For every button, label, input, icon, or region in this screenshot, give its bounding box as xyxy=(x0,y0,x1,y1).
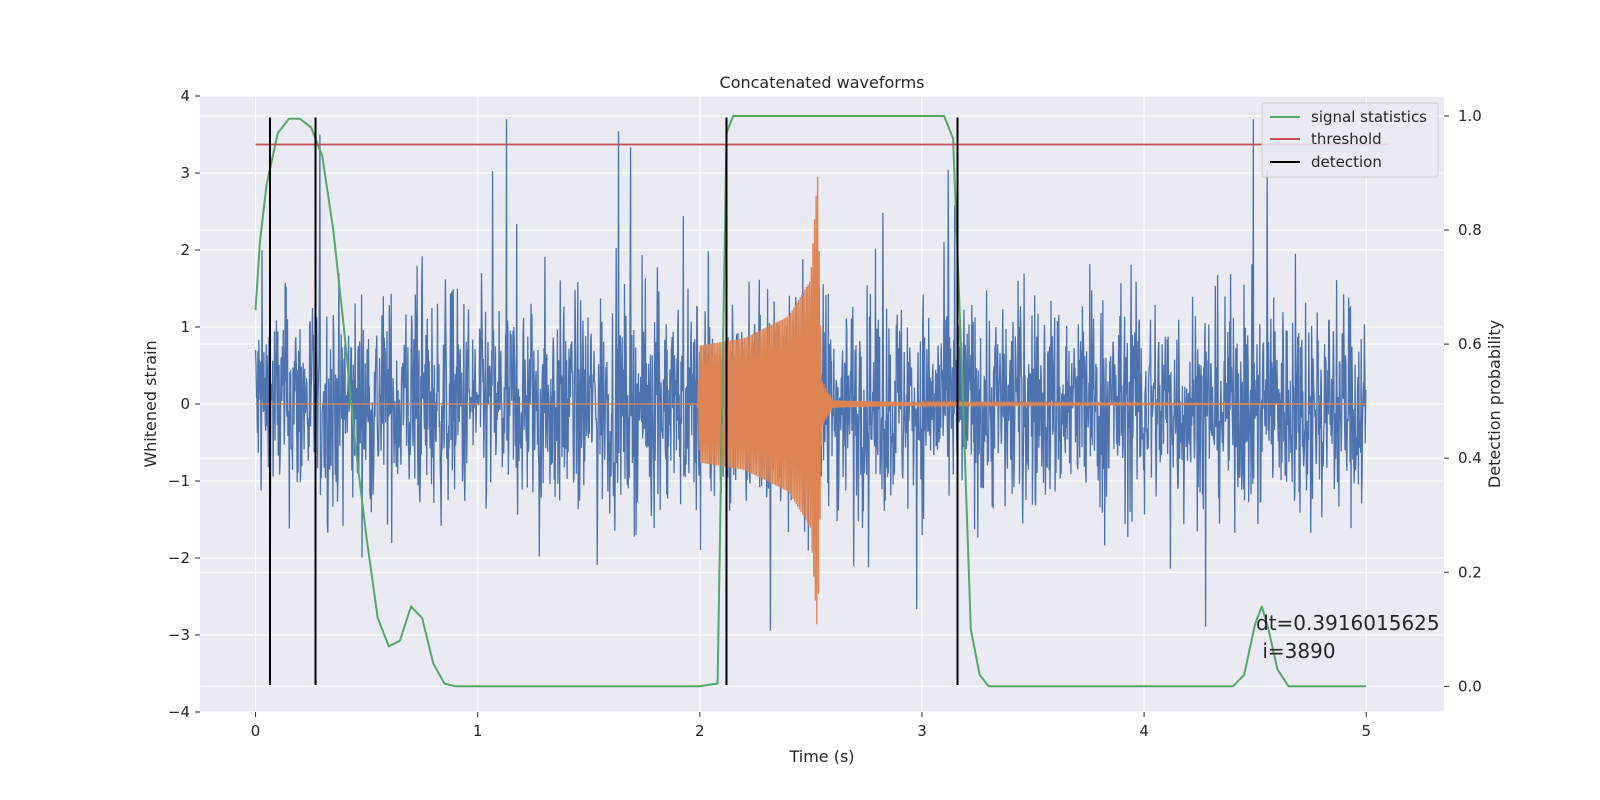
legend-label-signal-statistics: signal statistics xyxy=(1311,108,1427,126)
annotation-i: i=3890 xyxy=(1256,639,1336,663)
legend-label-detection: detection xyxy=(1311,153,1382,171)
y2-tick-label: 0.0 xyxy=(1458,677,1482,695)
y2-tick-label: 1.0 xyxy=(1458,107,1482,125)
y-tick-label: 0 xyxy=(180,395,190,413)
y2-tick-label: 0.2 xyxy=(1458,563,1482,581)
series-injected-waveform xyxy=(255,176,1367,625)
x-axis-label: Time (s) xyxy=(788,747,854,766)
annotation-dt: dt=0.3916015625 xyxy=(1256,611,1440,635)
y-tick-label: 1 xyxy=(180,318,190,336)
legend: signal statistics threshold detection xyxy=(1261,102,1439,178)
x-tick-label: 2 xyxy=(695,722,705,740)
y-tick-label: 2 xyxy=(180,241,190,259)
y2-tick-label: 0.4 xyxy=(1458,449,1482,467)
y-tick-label: −2 xyxy=(168,549,190,567)
y-axis-label: Whitened strain xyxy=(141,340,160,467)
x-tick-label: 5 xyxy=(1361,722,1371,740)
series-layer xyxy=(254,115,1389,688)
legend-box xyxy=(1261,102,1439,178)
y-tick-label: −4 xyxy=(168,703,190,721)
y2-axis-label: Detection probability xyxy=(1485,320,1504,488)
x-tick-label: 4 xyxy=(1139,722,1149,740)
y-tick-label: 3 xyxy=(180,164,190,182)
y-tick-label: 4 xyxy=(180,87,190,105)
axis-layer: 0 1 2 3 4 5 −4 −3 −2 −1 0 1 2 3 4 0.0 0.2 0.4 0.6 0.8 1.0 xyxy=(168,87,1482,740)
x-tick-label: 0 xyxy=(251,722,261,740)
y-tick-label: −1 xyxy=(168,472,190,490)
y-tick-label: −3 xyxy=(168,626,190,644)
x-tick-label: 3 xyxy=(917,722,927,740)
y2-tick-label: 0.8 xyxy=(1458,221,1482,239)
legend-label-threshold: threshold xyxy=(1311,130,1382,148)
chart-title: Concatenated waveforms xyxy=(720,73,925,92)
x-tick-label: 1 xyxy=(473,722,483,740)
annotation-layer: dt=0.3916015625 i=3890 xyxy=(1256,611,1440,663)
y2-tick-label: 0.6 xyxy=(1458,335,1482,353)
series-signal-statistics xyxy=(254,115,1367,688)
